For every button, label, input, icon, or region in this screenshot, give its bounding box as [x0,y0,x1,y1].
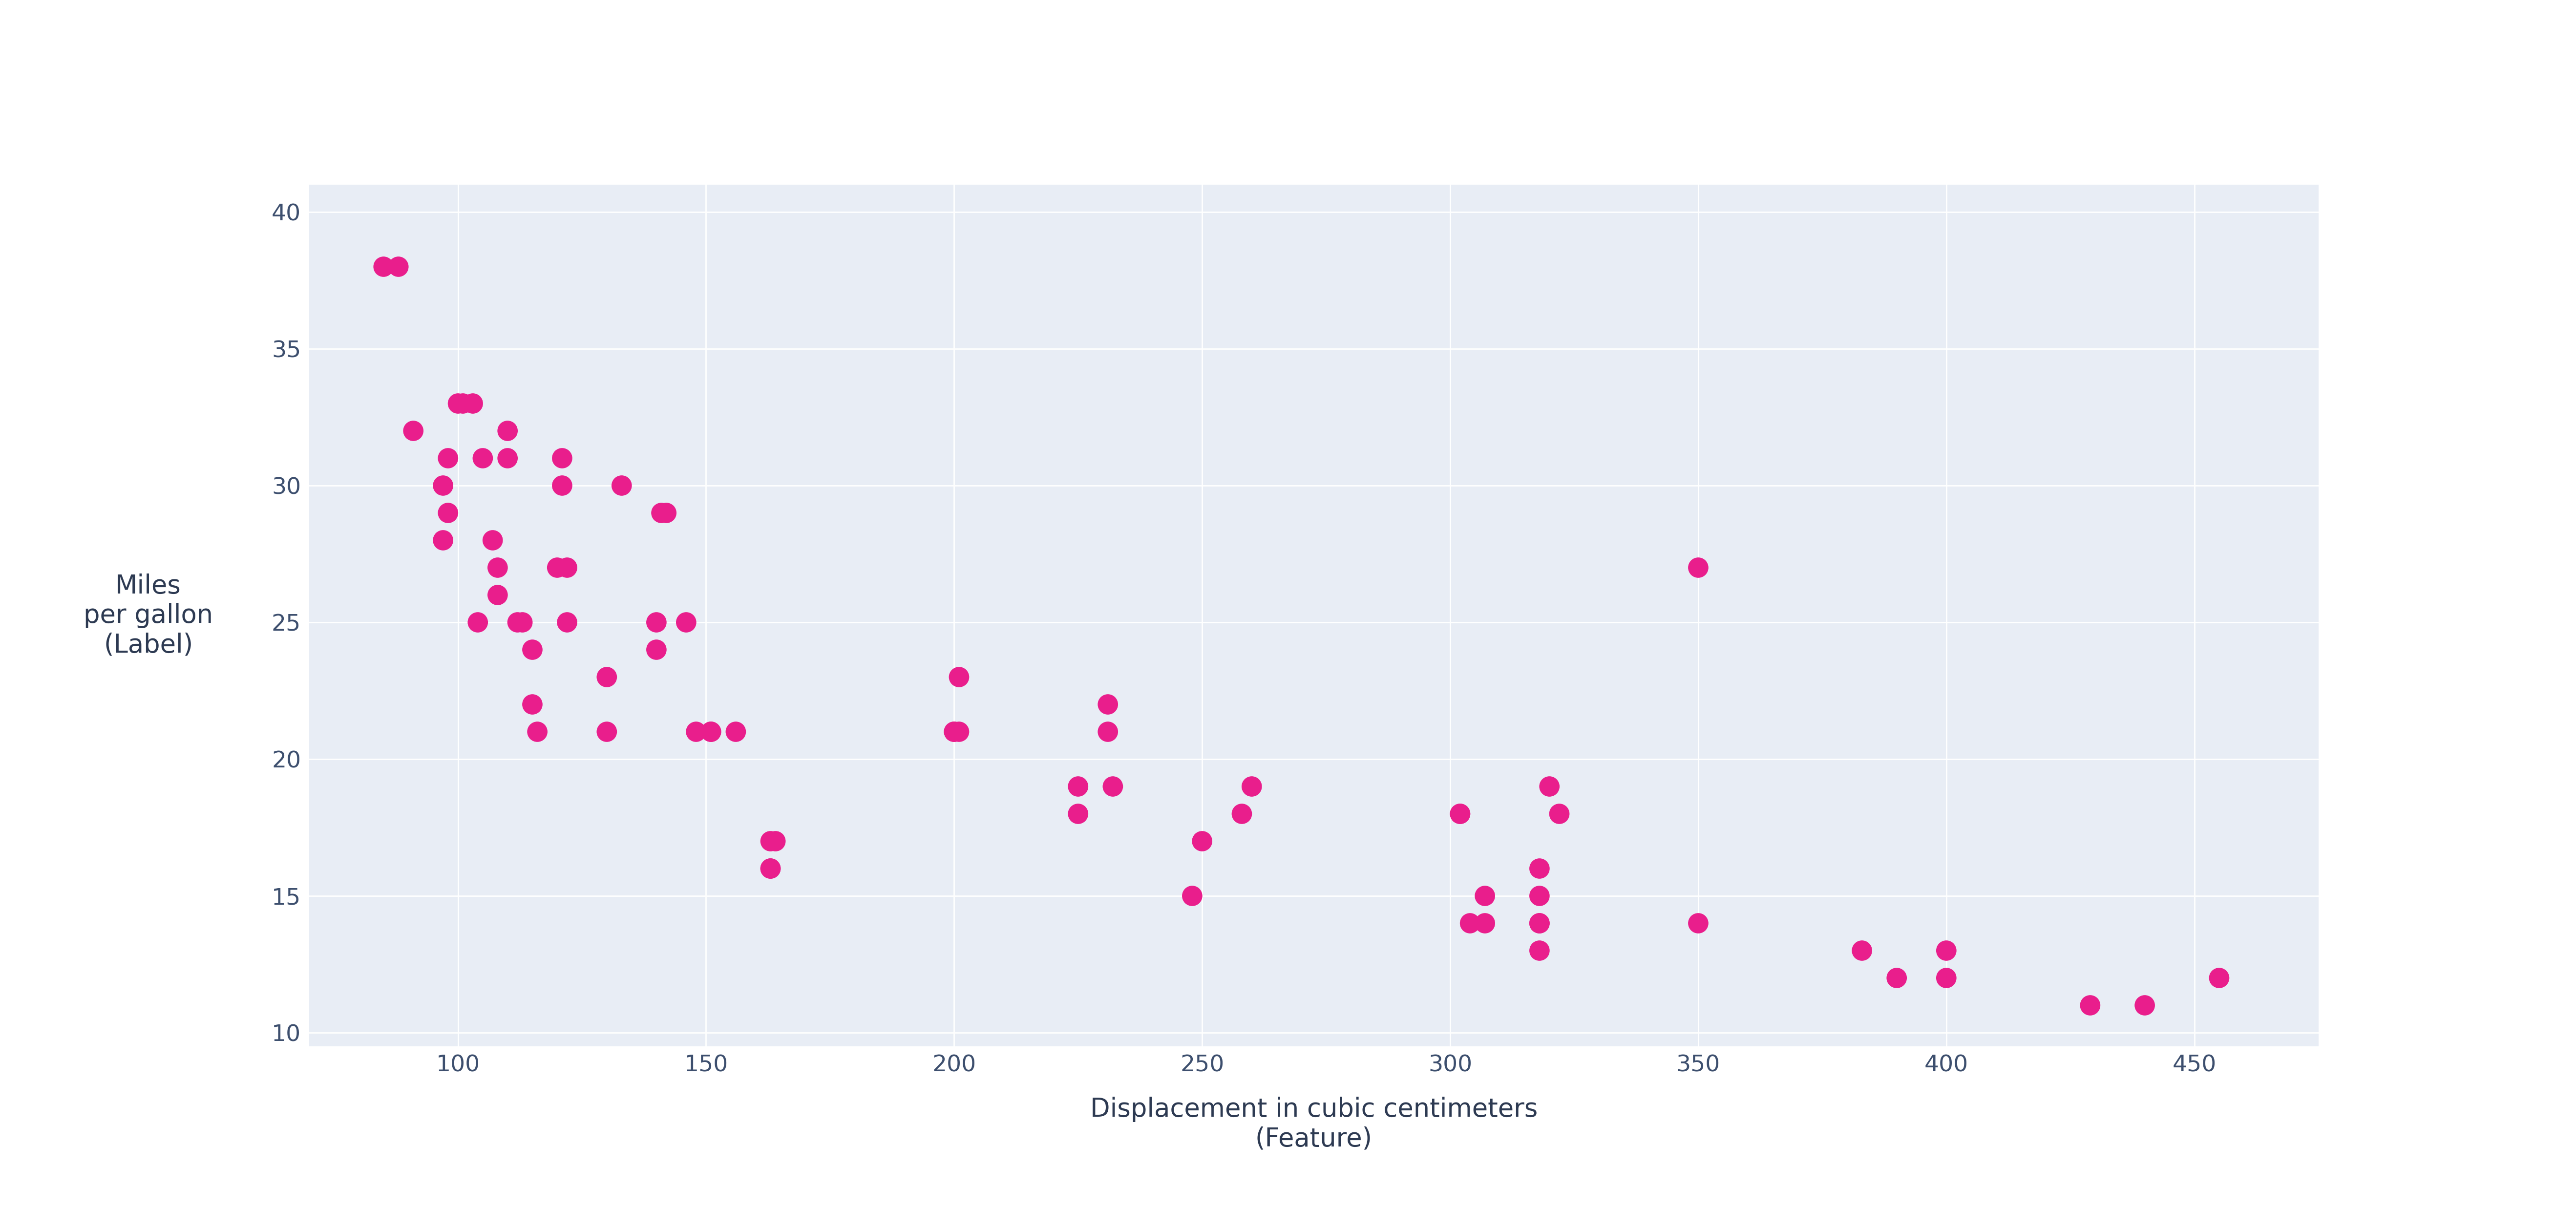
Point [600,475,641,495]
Point [456,613,497,633]
Point [536,558,577,577]
Y-axis label: Miles
per gallon
(Label): Miles per gallon (Label) [82,574,214,657]
Point [1520,940,1561,960]
Point [1538,804,1579,824]
Point [1520,859,1561,879]
Point [546,613,587,633]
Point [1092,777,1133,796]
Point [471,531,513,550]
Point [1221,804,1262,824]
Point [1520,913,1561,933]
Point [636,640,677,660]
Point [502,613,544,633]
Point [647,503,688,523]
Point [453,394,495,414]
Point [1440,804,1481,824]
Point [1520,913,1561,933]
Point [1927,968,1968,987]
Point [1875,968,1917,987]
Point [1231,777,1273,796]
Point [477,558,518,577]
Point [461,448,502,468]
Point [422,531,464,550]
Point [1440,804,1481,824]
Point [938,721,979,741]
Point [443,394,484,414]
Point [690,721,732,741]
Point [497,613,538,633]
Point [1182,831,1224,851]
Point [1677,558,1718,577]
Point [750,831,791,851]
Point [428,448,469,468]
Point [1059,804,1100,824]
Point [665,613,706,633]
Point [1528,777,1569,796]
Point [1087,721,1128,741]
Point [675,721,716,741]
Point [363,257,404,277]
Point [518,721,559,741]
Point [438,394,479,414]
Point [1450,913,1492,933]
Point [428,503,469,523]
Point [933,721,974,741]
Point [2125,996,2166,1016]
Point [513,640,554,660]
Point [477,585,518,604]
Point [1463,913,1504,933]
Point [392,421,433,441]
Point [755,831,796,851]
Point [541,475,582,495]
Point [1927,940,1968,960]
Point [1463,886,1504,906]
Point [1059,777,1100,796]
Point [546,558,587,577]
Point [641,503,683,523]
Point [690,721,732,741]
Point [750,859,791,879]
X-axis label: Displacement in cubic centimeters
(Feature): Displacement in cubic centimeters (Featu… [1090,1097,1538,1152]
Point [938,667,979,687]
Point [636,613,677,633]
Point [933,721,974,741]
Point [1172,886,1213,906]
Point [1087,694,1128,714]
Point [379,257,420,277]
Point [2197,968,2239,987]
Point [422,475,464,495]
Point [587,721,629,741]
Point [587,667,629,687]
Point [1520,886,1561,906]
Point [541,448,582,468]
Point [1842,940,1883,960]
Point [750,859,791,879]
Point [716,721,757,741]
Point [1677,913,1718,933]
Point [513,694,554,714]
Point [487,421,528,441]
Point [2069,996,2110,1016]
Point [487,448,528,468]
